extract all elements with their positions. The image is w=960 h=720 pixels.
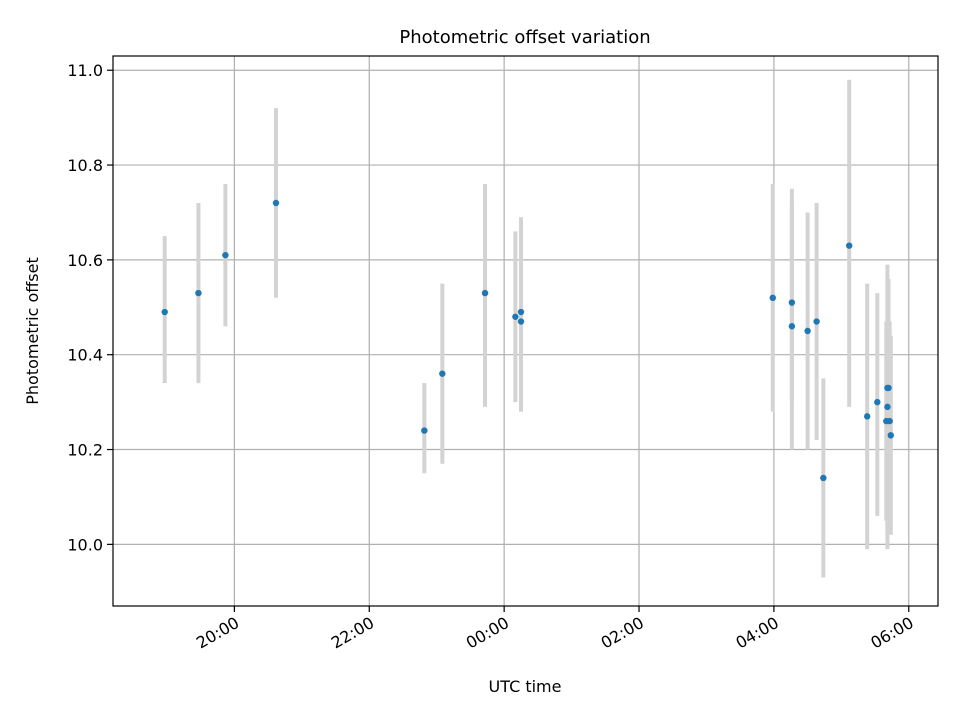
data-point	[863, 413, 871, 420]
chart-title: Photometric offset variation	[399, 27, 650, 48]
data-point	[517, 308, 525, 316]
data-point	[813, 318, 820, 325]
data-point	[769, 294, 776, 302]
data-points	[161, 199, 894, 482]
x-axis-label: UTC time	[489, 677, 562, 696]
data-point	[788, 299, 796, 306]
data-point	[788, 323, 796, 330]
data-point	[846, 242, 853, 249]
data-point	[884, 403, 891, 411]
grid	[113, 56, 938, 606]
y-tick-label: 11.0	[67, 61, 103, 80]
data-point	[195, 289, 202, 297]
data-point	[439, 370, 446, 377]
y-axis-label: Photometric offset	[23, 257, 42, 405]
data-point	[421, 427, 428, 434]
y-tick-label: 10.6	[67, 251, 103, 270]
data-point	[272, 199, 280, 207]
data-point	[885, 384, 892, 392]
plot-area-background	[113, 56, 938, 606]
data-point	[512, 313, 519, 320]
data-point	[481, 289, 489, 297]
y-tick-label: 10.4	[67, 346, 103, 365]
y-tick-label: 10.2	[67, 441, 103, 460]
data-point	[804, 327, 811, 335]
y-axis-ticks: 10.0 10.2 10.4 10.6 10.8 11.0	[67, 61, 113, 554]
data-point	[887, 432, 894, 439]
data-point	[874, 398, 881, 406]
data-point	[161, 308, 168, 316]
data-point	[517, 318, 525, 325]
y-tick-label: 10.0	[67, 535, 103, 554]
plot-area-frame	[112, 55, 939, 607]
data-point	[222, 251, 229, 259]
data-point	[820, 474, 827, 482]
data-point	[886, 417, 893, 425]
y-tick-label: 10.8	[67, 156, 103, 175]
